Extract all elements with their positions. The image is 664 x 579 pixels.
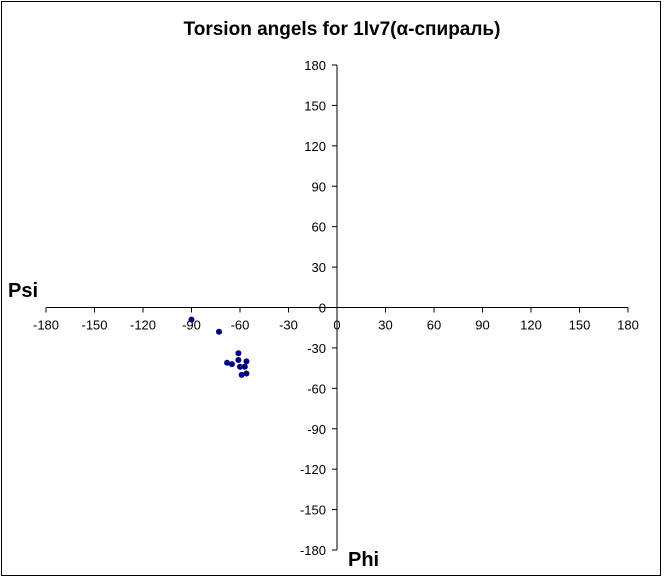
x-tick-label: 120 bbox=[520, 318, 542, 333]
data-point bbox=[235, 350, 242, 357]
x-tick-label: 150 bbox=[569, 318, 591, 333]
x-tick-label: 30 bbox=[378, 318, 392, 333]
data-point bbox=[238, 371, 245, 378]
x-tick-label: 90 bbox=[475, 318, 489, 333]
data-point bbox=[235, 357, 242, 364]
chart-title: Torsion angels for 1lv7(α-спираль) bbox=[183, 19, 501, 40]
y-tick-label: 90 bbox=[312, 179, 326, 194]
x-tick-label: -60 bbox=[231, 318, 250, 333]
data-point bbox=[243, 358, 250, 365]
x-tick-label: -120 bbox=[130, 318, 156, 333]
x-tick-label: -150 bbox=[81, 318, 107, 333]
y-tick-label: -180 bbox=[300, 543, 326, 558]
y-tick-label: -150 bbox=[300, 503, 326, 518]
data-point bbox=[188, 316, 195, 323]
y-axis-title: Psi bbox=[8, 280, 39, 302]
x-tick-label: 0 bbox=[333, 318, 340, 333]
x-tick-label: -180 bbox=[33, 318, 59, 333]
x-tick-label: 60 bbox=[427, 318, 441, 333]
y-tick-label: 0 bbox=[319, 301, 326, 316]
y-tick-label: -60 bbox=[307, 381, 326, 396]
x-axis-title: Phi bbox=[348, 549, 380, 571]
y-tick-label: 180 bbox=[304, 58, 326, 73]
y-tick-label: 150 bbox=[304, 98, 326, 113]
x-tick-label: -90 bbox=[182, 318, 201, 333]
y-tick-label: 30 bbox=[312, 260, 326, 275]
y-tick-label: -120 bbox=[300, 462, 326, 477]
x-tick-label: -30 bbox=[279, 318, 298, 333]
y-tick-label: 120 bbox=[304, 139, 326, 154]
data-point bbox=[241, 363, 248, 370]
data-point bbox=[228, 361, 235, 368]
data-point bbox=[224, 359, 231, 366]
x-tick-label: 180 bbox=[617, 318, 639, 333]
y-tick-label: -90 bbox=[307, 422, 326, 437]
data-point bbox=[243, 370, 250, 377]
y-tick-label: 60 bbox=[312, 220, 326, 235]
data-point bbox=[215, 328, 222, 335]
data-point bbox=[237, 363, 243, 370]
y-tick-label: -30 bbox=[307, 341, 326, 356]
